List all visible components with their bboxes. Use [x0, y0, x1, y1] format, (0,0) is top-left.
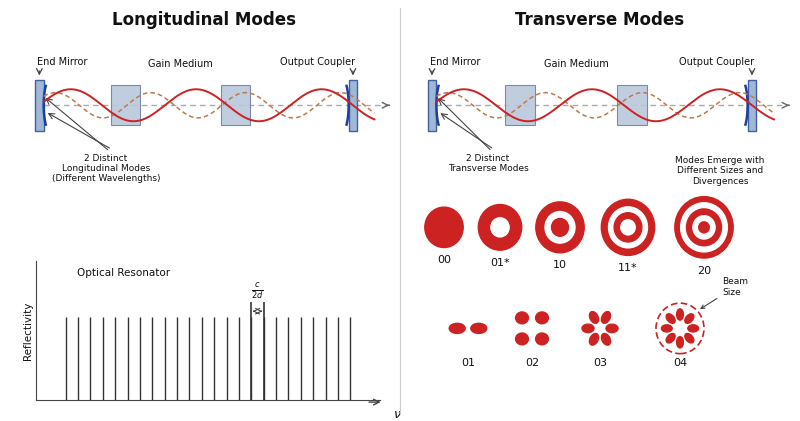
- Ellipse shape: [516, 333, 528, 345]
- Circle shape: [681, 203, 727, 252]
- Text: Gain Medium: Gain Medium: [148, 59, 213, 69]
- Text: 00: 00: [437, 255, 451, 265]
- Text: Modes Emerge with
Different Sizes and
Divergences: Modes Emerge with Different Sizes and Di…: [675, 156, 765, 186]
- Text: Optical Resonator: Optical Resonator: [78, 268, 170, 278]
- Ellipse shape: [685, 314, 694, 323]
- Ellipse shape: [590, 333, 598, 345]
- Ellipse shape: [450, 323, 466, 333]
- Text: 20: 20: [697, 266, 711, 276]
- Circle shape: [602, 199, 654, 256]
- Ellipse shape: [602, 312, 610, 323]
- Y-axis label: Reflectivity: Reflectivity: [23, 301, 34, 360]
- Text: End Mirror: End Mirror: [38, 56, 88, 67]
- Bar: [35, 80, 44, 131]
- Bar: [221, 85, 250, 125]
- Text: 2 Distinct
Longitudinal Modes
(Different Wavelengths): 2 Distinct Longitudinal Modes (Different…: [52, 154, 160, 184]
- Circle shape: [698, 222, 710, 233]
- Circle shape: [693, 216, 715, 239]
- Text: 01: 01: [461, 358, 475, 368]
- Circle shape: [551, 218, 569, 236]
- Text: End Mirror: End Mirror: [430, 56, 480, 67]
- Circle shape: [536, 202, 584, 253]
- Ellipse shape: [536, 312, 549, 324]
- Bar: [747, 80, 757, 131]
- Text: 03: 03: [593, 358, 607, 368]
- Ellipse shape: [582, 324, 594, 333]
- Ellipse shape: [516, 312, 528, 324]
- Text: 11*: 11*: [618, 263, 638, 273]
- Text: $\frac{c}{2d}$: $\frac{c}{2d}$: [251, 281, 264, 301]
- Ellipse shape: [662, 325, 672, 332]
- Ellipse shape: [688, 325, 698, 332]
- Text: 2 Distinct
Transverse Modes: 2 Distinct Transverse Modes: [448, 154, 528, 173]
- Text: ν: ν: [394, 408, 401, 421]
- Text: Longitudinal Modes: Longitudinal Modes: [112, 11, 296, 29]
- Text: Output Coupler: Output Coupler: [679, 56, 754, 67]
- Ellipse shape: [590, 312, 598, 323]
- Circle shape: [621, 220, 635, 235]
- Ellipse shape: [536, 333, 549, 345]
- Bar: [505, 85, 535, 125]
- Circle shape: [545, 212, 575, 243]
- Circle shape: [478, 205, 522, 250]
- Bar: [349, 80, 358, 131]
- Ellipse shape: [677, 309, 683, 320]
- Text: Beam
Size: Beam Size: [701, 277, 748, 309]
- Circle shape: [686, 209, 722, 246]
- Bar: [111, 85, 140, 125]
- Ellipse shape: [602, 333, 610, 345]
- Ellipse shape: [666, 333, 675, 343]
- Ellipse shape: [606, 324, 618, 333]
- Circle shape: [675, 197, 733, 258]
- Text: 02: 02: [525, 358, 539, 368]
- Circle shape: [491, 218, 509, 237]
- Ellipse shape: [677, 337, 683, 348]
- Circle shape: [609, 207, 647, 248]
- Text: 10: 10: [553, 260, 567, 270]
- Bar: [428, 80, 437, 131]
- Ellipse shape: [666, 314, 675, 323]
- Text: 01*: 01*: [490, 258, 510, 268]
- Text: 04: 04: [673, 358, 687, 368]
- Circle shape: [614, 213, 642, 242]
- Text: Transverse Modes: Transverse Modes: [515, 11, 685, 29]
- Text: Output Coupler: Output Coupler: [280, 56, 355, 67]
- Text: Gain Medium: Gain Medium: [544, 59, 608, 69]
- Circle shape: [425, 207, 463, 248]
- Ellipse shape: [685, 333, 694, 343]
- Ellipse shape: [470, 323, 486, 333]
- Bar: [617, 85, 647, 125]
